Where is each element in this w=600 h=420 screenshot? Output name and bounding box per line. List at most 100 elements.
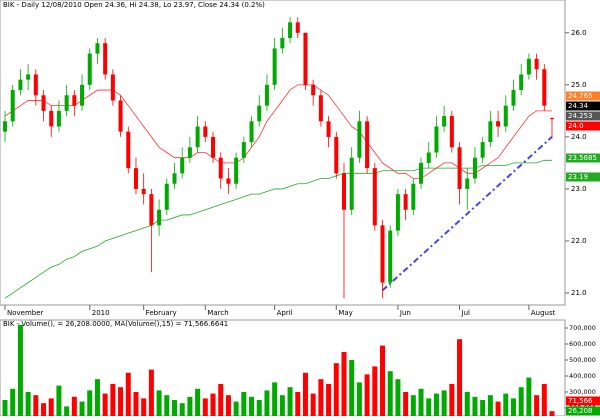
volume-bar <box>387 371 393 416</box>
candle-body <box>64 95 69 111</box>
candle-body <box>449 116 454 148</box>
volume-bar <box>395 379 401 416</box>
x-tick-label: March <box>207 309 228 317</box>
candle-body <box>326 121 331 137</box>
candle-body <box>87 53 92 85</box>
candle-body <box>395 194 400 231</box>
y-tick-label: 300,000 <box>569 388 596 396</box>
candle-body <box>403 194 408 210</box>
candle-body <box>180 157 185 174</box>
price-label-box <box>566 111 600 121</box>
volume-bar <box>480 400 486 416</box>
candle-body <box>311 84 316 96</box>
volume-bar <box>10 388 16 416</box>
x-tick-label: November <box>7 309 44 317</box>
volume-bar <box>449 384 455 416</box>
x-tick-label: Jul <box>461 309 471 317</box>
volume-bar <box>302 372 308 416</box>
candle-body <box>457 147 462 189</box>
volume-bar <box>264 390 270 416</box>
volume-bar <box>433 393 439 416</box>
volume-bar <box>526 377 532 416</box>
candle-body <box>3 121 7 132</box>
volume-bar <box>241 392 247 416</box>
x-tick-label: August <box>531 309 556 317</box>
volume-bar <box>487 395 493 416</box>
price-label-box <box>566 121 600 131</box>
volume-bar <box>64 406 70 416</box>
candle-body <box>172 173 177 184</box>
volume-bar <box>341 352 347 416</box>
candle-body <box>357 121 362 158</box>
candle-body <box>218 157 223 179</box>
volume-title: BIK - Volume(), = 26,208.0000, MA(Volume… <box>3 320 228 328</box>
volume-bar <box>187 396 193 416</box>
candle-body <box>542 69 547 106</box>
candle-body <box>372 168 377 226</box>
volume-bar <box>403 392 409 416</box>
volume-bar <box>118 387 124 416</box>
volume-bar <box>272 382 278 416</box>
volume-label-box <box>566 406 600 416</box>
candle-body <box>110 74 115 101</box>
candle-body <box>380 225 385 283</box>
volume-bar <box>372 366 378 416</box>
candle-body <box>288 22 293 38</box>
y-tick-label: 26.0 <box>571 29 587 37</box>
price-label: 24.0 <box>568 122 584 130</box>
candle-body <box>295 22 300 33</box>
candle-body <box>388 230 393 283</box>
x-tick-label: 2010 <box>92 309 110 317</box>
volume-bar <box>148 369 154 416</box>
candle-body <box>318 95 323 122</box>
volume-bar <box>380 345 386 416</box>
y-tick-label: 23.0 <box>571 185 587 193</box>
x-tick-label: May <box>338 309 352 317</box>
volume-bar <box>326 384 332 416</box>
candle-body <box>241 142 246 158</box>
volume-bar <box>318 379 324 416</box>
candle-body <box>203 126 208 137</box>
price-label: 24.765 <box>568 92 593 100</box>
candle-body <box>226 178 231 184</box>
candle-body <box>187 147 192 158</box>
candle-body <box>195 126 200 148</box>
y-tick-label: 600,000 <box>569 340 596 348</box>
volume-bar <box>48 398 54 416</box>
volume-bar <box>218 384 224 416</box>
volume-bar <box>457 339 463 416</box>
candle-body <box>249 121 254 143</box>
volume-bar <box>2 400 8 416</box>
candle-body <box>211 136 216 158</box>
candle-body <box>149 194 154 226</box>
volume-bar <box>534 395 540 416</box>
volume-bar <box>179 403 185 416</box>
candle-body <box>26 74 31 80</box>
volume-bar <box>441 390 447 416</box>
candle-body <box>442 116 447 127</box>
volume-bar <box>17 324 23 416</box>
volume-bar <box>125 372 131 416</box>
volume-label: 71,566 <box>568 397 593 405</box>
volume-bar <box>410 395 416 416</box>
candle-body <box>434 126 439 153</box>
price-label: 24.34 <box>568 102 589 110</box>
volume-bar <box>225 395 231 416</box>
candle-body <box>534 58 539 70</box>
volume-bar <box>156 390 162 416</box>
candle-body <box>519 74 524 91</box>
candle-body <box>41 95 46 111</box>
volume-bar <box>79 401 85 416</box>
candle-body <box>503 105 508 127</box>
candle-body <box>349 157 354 210</box>
candle-body <box>472 157 477 179</box>
candle-body <box>10 90 15 122</box>
candle-body <box>103 43 108 75</box>
volume-bar <box>518 387 524 416</box>
volume-bar <box>349 360 355 416</box>
x-tick-label: Jun <box>399 309 411 317</box>
volume-bar <box>202 398 208 416</box>
candle-body <box>272 48 277 85</box>
candle-body <box>465 178 470 189</box>
